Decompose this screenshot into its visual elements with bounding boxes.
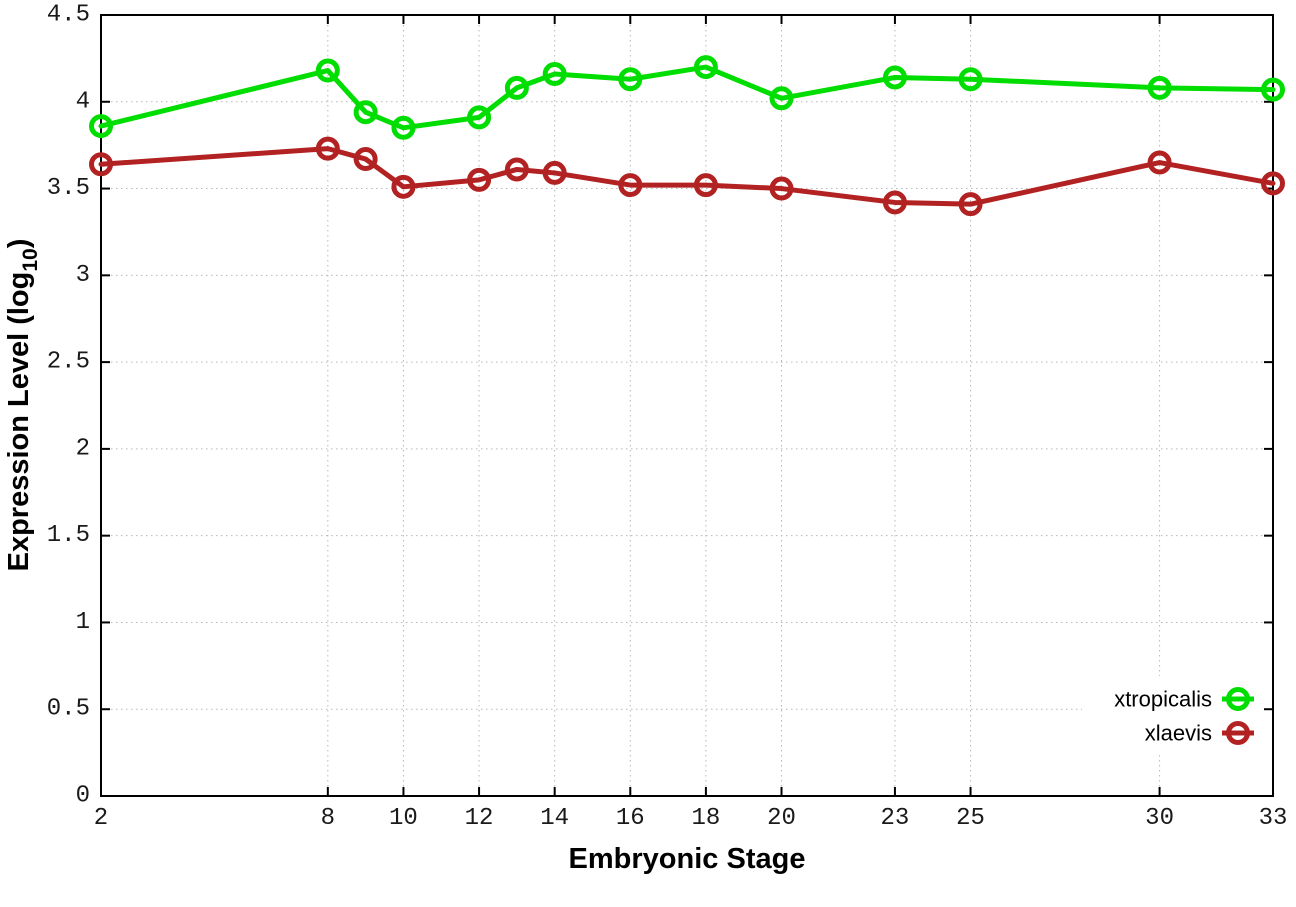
y-axis-label-subscript: 10 xyxy=(19,248,42,271)
data-point-xtropicalis xyxy=(882,65,907,90)
data-point-xtropicalis xyxy=(504,75,529,100)
y-tick-label: 4.5 xyxy=(47,2,90,29)
data-point-xtropicalis xyxy=(89,114,113,139)
x-tick-label: 30 xyxy=(1145,805,1174,832)
series-line-xlaevis xyxy=(98,146,1276,207)
data-point-xtropicalis xyxy=(1147,75,1172,100)
data-point-xtropicalis xyxy=(1261,77,1285,102)
data-point-xlaevis xyxy=(618,173,643,198)
y-tick-label: 4 xyxy=(76,88,90,115)
data-point-xtropicalis xyxy=(315,58,340,83)
tick-labels: 2 8 10 12 14 16 18 20 23 25 30 33 0 0.5 1 1.5 2 2.5 3 3.5 4 4… xyxy=(47,2,1288,833)
data-point-xlaevis xyxy=(315,136,340,161)
y-axis-label-main: Expression Level (log xyxy=(3,272,35,572)
legend-label-xlaevis: xlaevis xyxy=(1145,721,1212,746)
legend: xtropicalis xlaevis xyxy=(1114,687,1254,746)
series-line-xtropicalis xyxy=(98,64,1276,131)
x-tick-label: 18 xyxy=(691,805,720,832)
data-point-xlaevis xyxy=(882,190,907,215)
data-point-xlaevis xyxy=(89,152,113,177)
data-point-xtropicalis xyxy=(618,67,643,92)
data-point-xlaevis xyxy=(391,174,416,199)
x-tick-label: 2 xyxy=(94,805,108,832)
y-axis-label: Expression Level (log10) xyxy=(3,239,42,572)
data-point-xlaevis xyxy=(353,147,378,172)
data-point-xtropicalis xyxy=(391,115,416,140)
y-tick-label: 1.5 xyxy=(47,522,90,549)
x-tick-label: 25 xyxy=(956,805,985,832)
data-point-xlaevis xyxy=(769,176,794,201)
y-tick-label: 0 xyxy=(76,783,90,810)
x-tick-label: 23 xyxy=(881,805,910,832)
plot-border xyxy=(100,14,1274,797)
x-axis-label: Embryonic Stage xyxy=(569,843,806,875)
data-point-xlaevis xyxy=(1261,171,1285,196)
y-tick-label: 2.5 xyxy=(47,349,90,376)
data-point-xtropicalis xyxy=(542,62,567,87)
data-point-xlaevis xyxy=(504,157,529,182)
y-tick-label: 0.5 xyxy=(47,696,90,723)
x-tick-label: 20 xyxy=(767,805,796,832)
data-point-xlaevis xyxy=(693,173,718,198)
data-point-xtropicalis xyxy=(353,100,378,125)
data-point-xtropicalis xyxy=(769,86,794,111)
y-axis-label-close: ) xyxy=(3,239,35,249)
data-point-xlaevis xyxy=(542,160,567,185)
x-tick-label: 14 xyxy=(540,805,569,832)
data-point-xtropicalis xyxy=(958,67,983,92)
data-point-xlaevis xyxy=(958,192,983,217)
data-point-xtropicalis xyxy=(693,55,718,80)
data-series xyxy=(89,55,1285,217)
data-point-xlaevis xyxy=(467,167,492,192)
plot-frame xyxy=(100,14,1274,797)
legend-marker-xlaevis xyxy=(1226,721,1250,745)
y-tick-label: 3 xyxy=(76,262,90,289)
x-tick-label: 33 xyxy=(1259,805,1288,832)
x-tick-label: 10 xyxy=(389,805,418,832)
data-point-xlaevis xyxy=(1147,150,1172,175)
y-tick-label: 2 xyxy=(76,435,90,462)
x-tick-label: 8 xyxy=(321,805,335,832)
legend-marker-xtropicalis xyxy=(1226,687,1250,711)
y-tick-label: 3.5 xyxy=(47,175,90,202)
x-tick-label: 16 xyxy=(616,805,645,832)
data-point-xtropicalis xyxy=(467,105,492,130)
legend-label-xtropicalis: xtropicalis xyxy=(1114,687,1212,712)
y-tick-label: 1 xyxy=(76,609,90,636)
x-tick-label: 12 xyxy=(465,805,494,832)
